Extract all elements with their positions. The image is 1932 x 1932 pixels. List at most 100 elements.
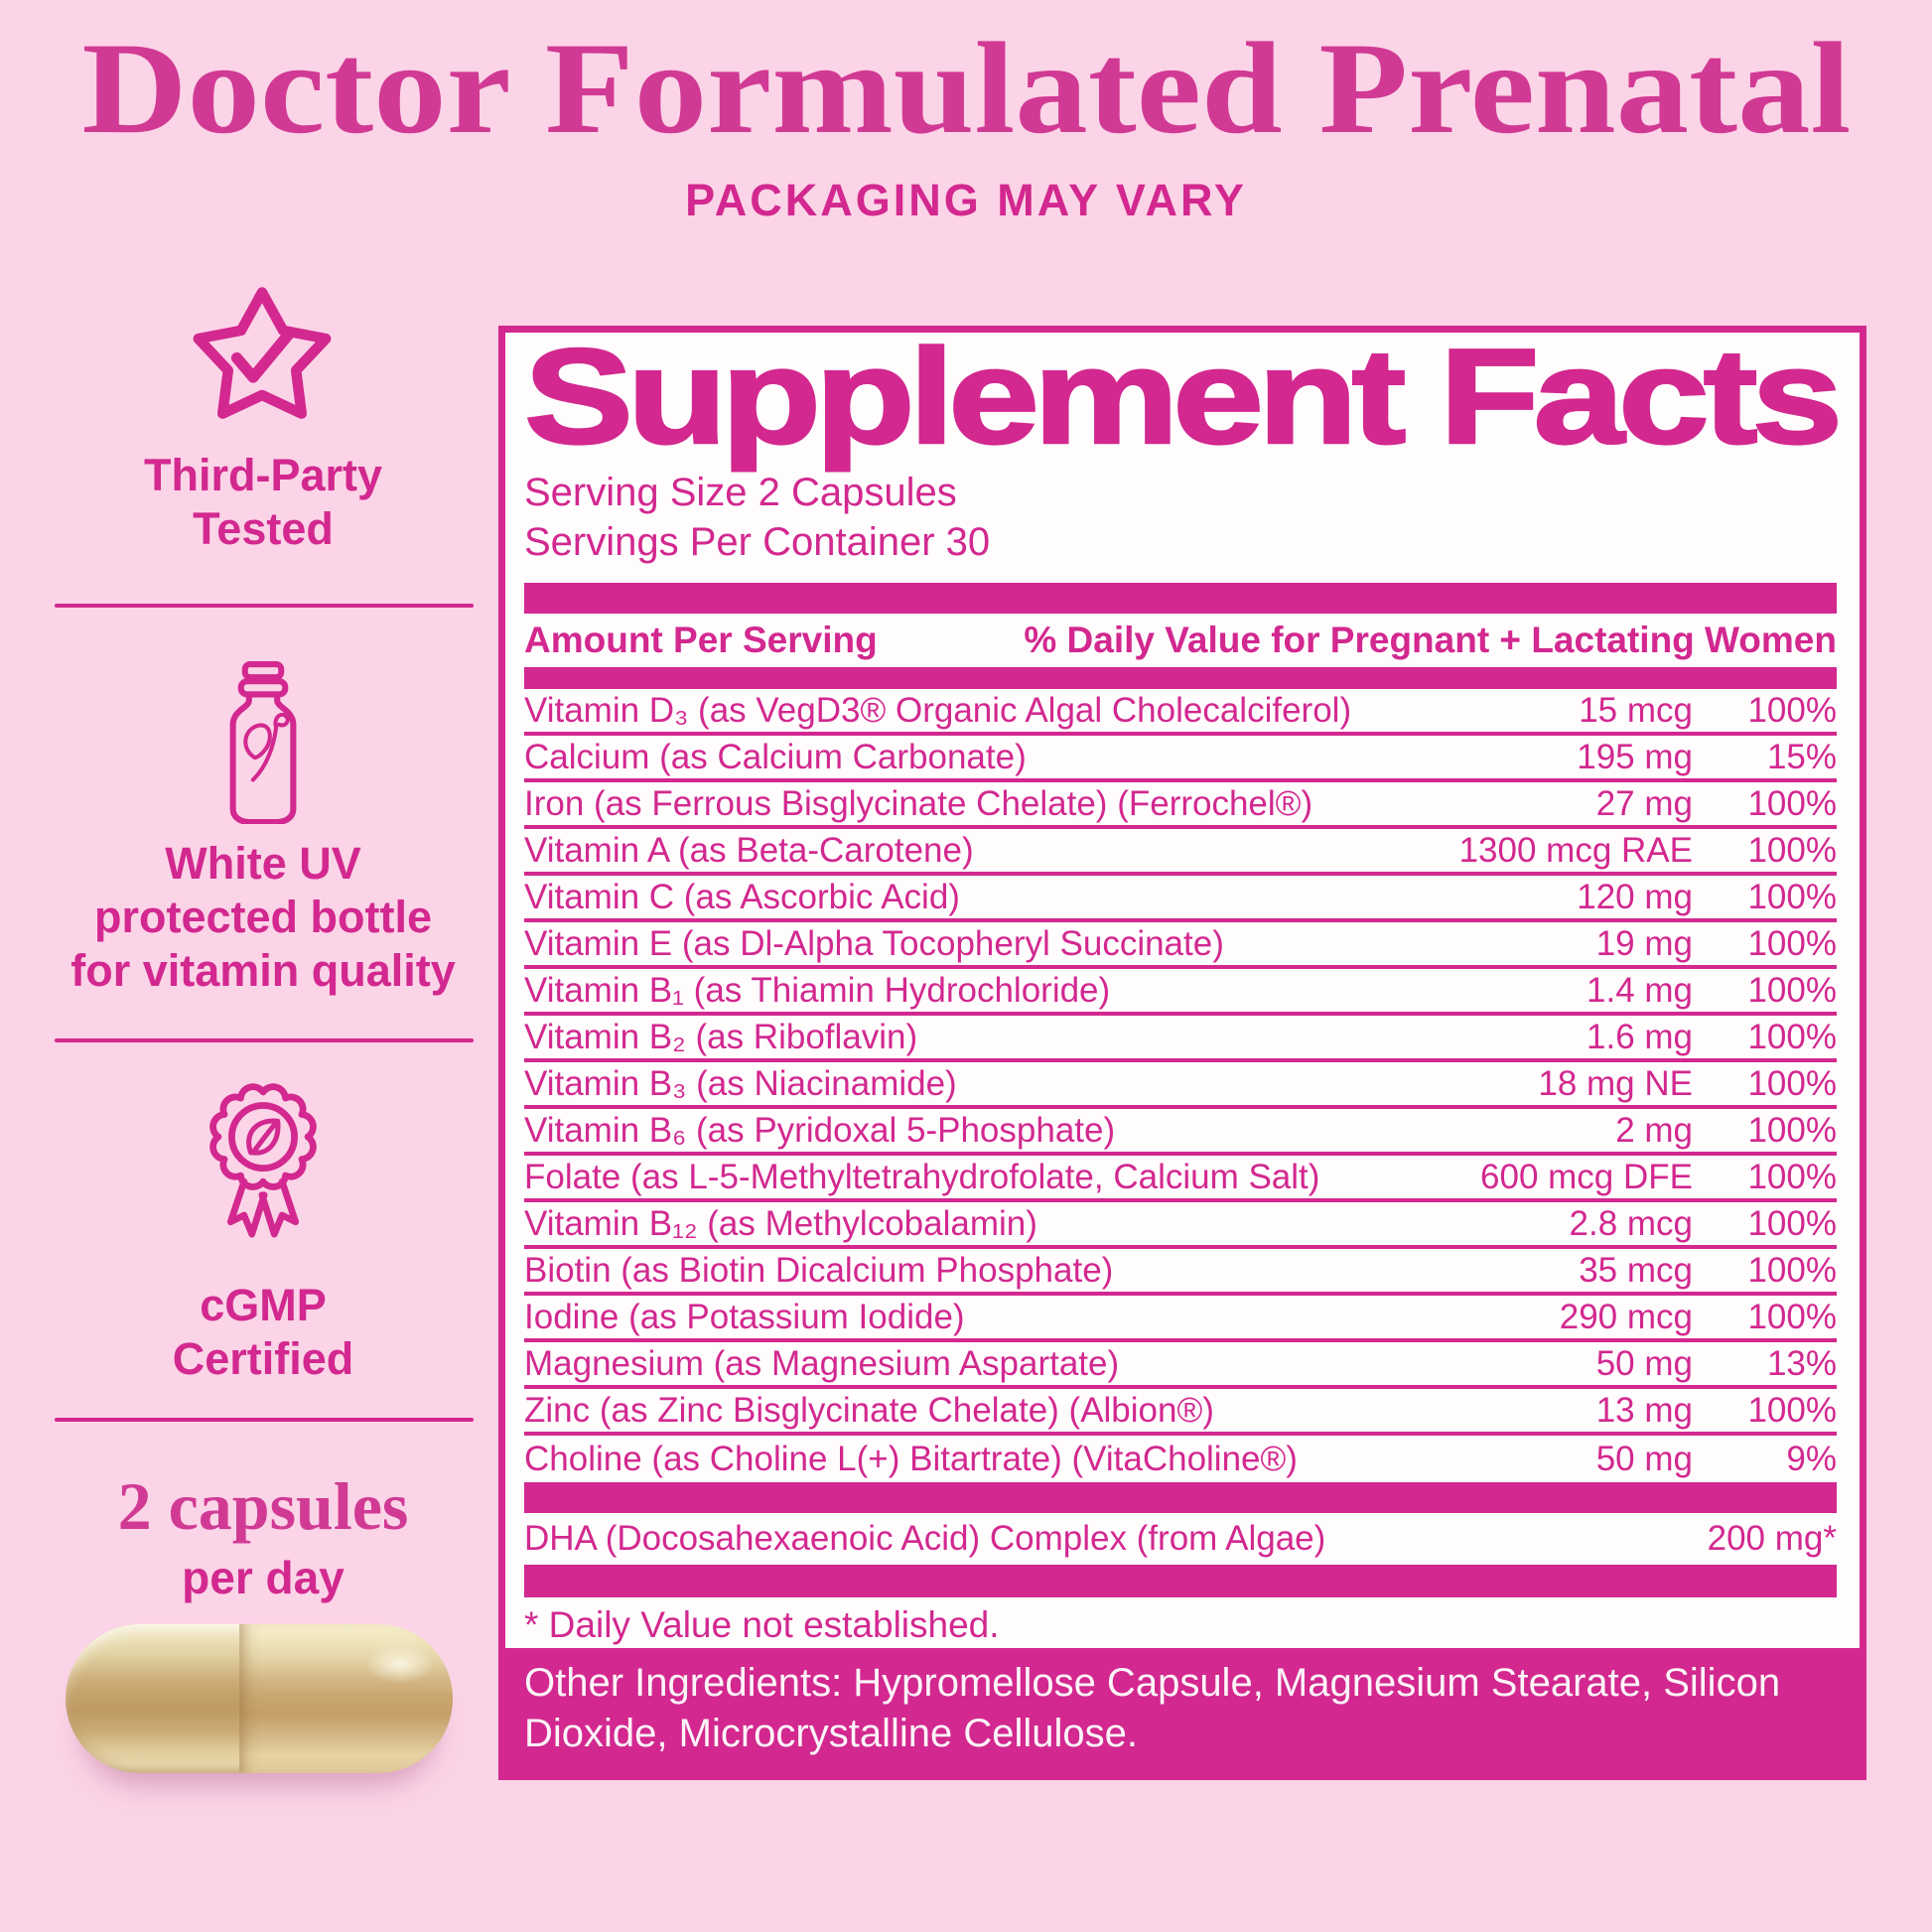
nutrient-row: Iron (as Ferrous Bisglycinate Chelate) (… bbox=[524, 782, 1837, 829]
column-header-daily-value: % Daily Value for Pregnant + Lactating W… bbox=[1024, 620, 1837, 660]
nutrient-amount: 13 mg bbox=[1595, 1390, 1693, 1430]
nutrient-row: Vitamin B₁ (as Thiamin Hydrochloride) 1.4… bbox=[524, 969, 1837, 1016]
divider-bar-thin bbox=[524, 667, 1837, 689]
nutrient-row: Folate (as L-5-Methyltetrahydrofolate, C… bbox=[524, 1156, 1837, 1202]
nutrient-amount: 2 mg bbox=[1615, 1110, 1693, 1150]
nutrient-amount: 27 mg bbox=[1595, 783, 1693, 823]
supplement-facts-panel: Supplement Facts Serving Size 2 Capsules… bbox=[498, 326, 1866, 1780]
page-title: Doctor Formulated Prenatal bbox=[81, 15, 1851, 161]
nutrient-amount: 1.4 mg bbox=[1587, 970, 1693, 1010]
nutrient-dv: 13% bbox=[1766, 1343, 1837, 1383]
nutrient-row: Iodine (as Potassium Iodide) 290 mcg 100% bbox=[524, 1296, 1837, 1342]
nutrient-row: Vitamin A (as Beta-Carotene) 1300 mcg RAE… bbox=[524, 829, 1837, 876]
daily-value-footnote: * Daily Value not established. bbox=[524, 1604, 1000, 1645]
nutrient-row: Vitamin C (as Ascorbic Acid) 120 mg 100% bbox=[524, 876, 1837, 922]
nutrient-amount: 35 mcg bbox=[1579, 1250, 1693, 1290]
nutrient-name: Zinc (as Zinc Bisglycinate Chelate) (Alb… bbox=[524, 1390, 1214, 1430]
nutrient-dv: 100% bbox=[1747, 970, 1837, 1010]
nutrient-amount: 200 mg* bbox=[1707, 1519, 1837, 1558]
nutrient-row: Vitamin D₃ (as VegD3® Organic Algal Chol… bbox=[524, 689, 1837, 736]
dha-row: DHA (Docosahexaenoic Acid) Complex (from… bbox=[524, 1513, 1837, 1565]
serving-size: Serving Size 2 Capsules bbox=[524, 471, 957, 514]
nutrient-row: Vitamin E (as Dl-Alpha Tocopheryl Succin… bbox=[524, 922, 1837, 969]
divider-bar-thick bbox=[524, 1482, 1837, 1513]
nutrient-dv: 100% bbox=[1747, 877, 1837, 916]
nutrient-name: Vitamin B₆ (as Pyridoxal 5-Phosphate) bbox=[524, 1110, 1116, 1150]
nutrient-dv: 100% bbox=[1747, 923, 1837, 963]
nutrient-row: Biotin (as Biotin Dicalcium Phosphate) 35… bbox=[524, 1249, 1837, 1296]
nutrient-name: Vitamin A (as Beta-Carotene) bbox=[524, 830, 974, 870]
page-subtitle: PACKAGING MAY VARY bbox=[685, 175, 1247, 225]
nutrient-amount: 600 mcg DFE bbox=[1480, 1157, 1693, 1196]
divider-bar-thick bbox=[524, 583, 1837, 614]
nutrient-name: Iodine (as Potassium Iodide) bbox=[524, 1297, 965, 1336]
nutrient-name: Iron (as Ferrous Bisglycinate Chelate) (… bbox=[524, 783, 1313, 823]
nutrient-row: Choline (as Choline L(+) Bitartrate) (Vi… bbox=[524, 1436, 1837, 1482]
nutrient-dv: 100% bbox=[1747, 1390, 1837, 1430]
star-check-icon bbox=[193, 287, 332, 419]
feature-label-cgmp: cGMP Certified bbox=[172, 1280, 354, 1384]
nutrient-dv: 100% bbox=[1747, 783, 1837, 823]
nutrient-dv: 9% bbox=[1786, 1439, 1837, 1478]
nutrient-dv: 100% bbox=[1747, 1017, 1837, 1056]
nutrient-name: Choline (as Choline L(+) Bitartrate) (Vi… bbox=[524, 1439, 1298, 1478]
cgmp-ribbon-icon bbox=[209, 1083, 317, 1238]
nutrient-row: Calcium (as Calcium Carbonate) 195 mg 15% bbox=[524, 736, 1837, 782]
nutrient-name: Vitamin B₃ (as Niacinamide) bbox=[524, 1063, 957, 1103]
nutrient-name: Vitamin D₃ (as VegD3® Organic Algal Chol… bbox=[524, 690, 1352, 730]
nutrient-row: Vitamin B₂ (as Riboflavin) 1.6 mg 100% bbox=[524, 1016, 1837, 1062]
feature-divider bbox=[55, 1038, 474, 1042]
nutrient-row: Magnesium (as Magnesium Aspartate) 50 mg 1… bbox=[524, 1342, 1837, 1389]
nutrient-amount: 290 mcg bbox=[1559, 1297, 1693, 1336]
nutrient-dv: 100% bbox=[1747, 1110, 1837, 1150]
nutrient-amount: 50 mg bbox=[1595, 1343, 1693, 1383]
feature-label-uv-bottle: White UV protected bottle for vitamin qu… bbox=[70, 838, 456, 996]
nutrient-dv: 100% bbox=[1747, 1203, 1837, 1243]
nutrient-name: Vitamin E (as Dl-Alpha Tocopheryl Succin… bbox=[524, 923, 1224, 963]
nutrient-name: Magnesium (as Magnesium Aspartate) bbox=[524, 1343, 1120, 1383]
nutrient-row: Vitamin B₃ (as Niacinamide) 18 mg NE 100% bbox=[524, 1062, 1837, 1109]
divider-bar-thick bbox=[524, 1565, 1837, 1597]
feature-divider bbox=[55, 604, 474, 608]
nutrient-row: Vitamin B₆ (as Pyridoxal 5-Phosphate) 2 m… bbox=[524, 1109, 1837, 1156]
capsule-highlight bbox=[365, 1644, 435, 1684]
feature-label-third-party: Third-Party Tested bbox=[143, 450, 383, 554]
column-header-amount: Amount Per Serving bbox=[524, 620, 878, 660]
nutrient-amount: 2.8 mcg bbox=[1569, 1203, 1694, 1243]
nutrient-amount: 1300 mcg RAE bbox=[1458, 830, 1693, 870]
nutrient-dv: 100% bbox=[1747, 1250, 1837, 1290]
facts-header-row: Amount Per Serving % Daily Value for Pre… bbox=[524, 614, 1837, 667]
nutrient-name: Vitamin B₁₂ (as Methylcobalamin) bbox=[524, 1203, 1037, 1243]
nutrient-name: Folate (as L-5-Methyltetrahydrofolate, C… bbox=[524, 1157, 1320, 1196]
other-ingredients: Other Ingredients: Hypromellose Capsule,… bbox=[505, 1648, 1860, 1773]
nutrient-amount: 50 mg bbox=[1595, 1439, 1693, 1478]
nutrient-name: Vitamin B₁ (as Thiamin Hydrochloride) bbox=[524, 970, 1111, 1010]
nutrient-amount: 18 mg NE bbox=[1538, 1063, 1693, 1103]
nutrient-amount: 19 mg bbox=[1595, 923, 1693, 963]
nutrient-row: Vitamin B₁₂ (as Methylcobalamin) 2.8 mcg 1… bbox=[524, 1202, 1837, 1249]
servings-per-container: Servings Per Container 30 bbox=[524, 520, 991, 564]
nutrient-amount: 15 mcg bbox=[1579, 690, 1693, 730]
nutrient-row: Zinc (as Zinc Bisglycinate Chelate) (Alb… bbox=[524, 1389, 1837, 1436]
feature-divider bbox=[55, 1418, 474, 1422]
nutrient-amount: 1.6 mg bbox=[1587, 1017, 1693, 1056]
nutrient-rows: Vitamin D₃ (as VegD3® Organic Algal Chol… bbox=[524, 689, 1837, 1482]
capsule-cap bbox=[239, 1624, 453, 1773]
nutrient-amount: 120 mg bbox=[1577, 877, 1693, 916]
nutrient-dv: 100% bbox=[1747, 690, 1837, 730]
dosage-frequency: per day bbox=[182, 1552, 345, 1603]
nutrient-name: Calcium (as Calcium Carbonate) bbox=[524, 737, 1027, 776]
nutrient-dv: 100% bbox=[1747, 1157, 1837, 1196]
nutrient-dv: 100% bbox=[1747, 1063, 1837, 1103]
capsule-photo bbox=[66, 1624, 453, 1773]
nutrient-name: Vitamin B₂ (as Riboflavin) bbox=[524, 1017, 918, 1056]
nutrient-name: DHA (Docosahexaenoic Acid) Complex (from… bbox=[524, 1519, 1326, 1558]
supplement-facts-title: Supplement Facts bbox=[522, 321, 1844, 472]
nutrient-dv: 100% bbox=[1747, 1297, 1837, 1336]
nutrient-amount: 195 mg bbox=[1577, 737, 1693, 776]
dosage-amount: 2 capsules bbox=[117, 1468, 409, 1544]
nutrient-name: Biotin (as Biotin Dicalcium Phosphate) bbox=[524, 1250, 1114, 1290]
nutrient-dv: 100% bbox=[1747, 830, 1837, 870]
nutrient-dv: 15% bbox=[1766, 737, 1837, 776]
